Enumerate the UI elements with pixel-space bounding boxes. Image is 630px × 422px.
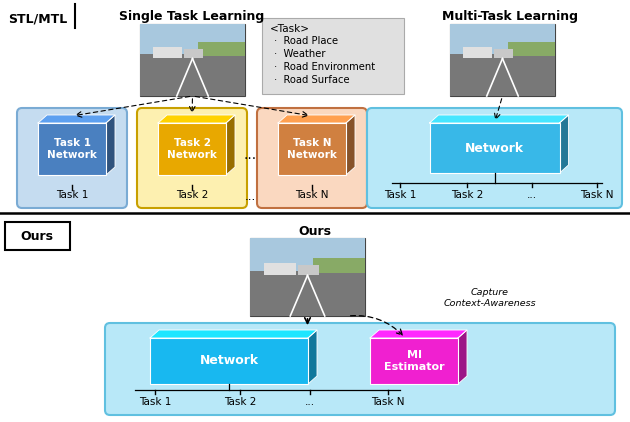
- FancyBboxPatch shape: [250, 238, 365, 271]
- Polygon shape: [458, 330, 467, 384]
- Text: Multi-Task Learning: Multi-Task Learning: [442, 10, 578, 23]
- Text: ...: ...: [244, 189, 256, 203]
- Text: Task N: Task N: [371, 397, 404, 407]
- FancyBboxPatch shape: [17, 108, 127, 208]
- Text: Task 1: Task 1: [56, 190, 88, 200]
- Text: ...: ...: [527, 190, 537, 200]
- Text: ·  Weather: · Weather: [274, 49, 326, 59]
- Text: Task 1: Task 1: [139, 397, 171, 407]
- Text: ...: ...: [305, 397, 315, 407]
- Text: Task 1: Task 1: [384, 190, 416, 200]
- FancyBboxPatch shape: [313, 257, 365, 273]
- FancyBboxPatch shape: [494, 49, 513, 58]
- FancyBboxPatch shape: [152, 47, 182, 58]
- Text: Task N: Task N: [580, 190, 614, 200]
- FancyBboxPatch shape: [105, 323, 615, 415]
- FancyBboxPatch shape: [158, 123, 226, 175]
- Text: Capture
Context-Awareness: Capture Context-Awareness: [444, 288, 536, 308]
- FancyBboxPatch shape: [450, 54, 555, 96]
- Polygon shape: [106, 115, 115, 175]
- Text: Task N
Network: Task N Network: [287, 138, 337, 160]
- Text: Task 2: Task 2: [176, 190, 208, 200]
- Text: ...: ...: [243, 148, 256, 162]
- FancyBboxPatch shape: [298, 265, 319, 275]
- FancyBboxPatch shape: [184, 49, 203, 58]
- Polygon shape: [370, 330, 467, 338]
- Text: Single Task Learning: Single Task Learning: [119, 10, 265, 23]
- Polygon shape: [38, 115, 115, 123]
- Text: ·  Road Place: · Road Place: [274, 36, 338, 46]
- Text: Task 1
Network: Task 1 Network: [47, 138, 97, 160]
- FancyBboxPatch shape: [430, 123, 559, 173]
- FancyBboxPatch shape: [370, 338, 458, 384]
- Text: Task 2
Network: Task 2 Network: [167, 138, 217, 160]
- FancyBboxPatch shape: [198, 42, 245, 57]
- Text: Task 2: Task 2: [451, 190, 483, 200]
- Polygon shape: [158, 115, 235, 123]
- FancyBboxPatch shape: [150, 338, 308, 384]
- FancyBboxPatch shape: [508, 42, 555, 57]
- Text: Ours: Ours: [299, 225, 331, 238]
- FancyBboxPatch shape: [450, 24, 555, 54]
- Polygon shape: [150, 330, 317, 338]
- FancyBboxPatch shape: [462, 47, 492, 58]
- FancyBboxPatch shape: [250, 238, 365, 316]
- FancyBboxPatch shape: [140, 24, 245, 54]
- Polygon shape: [308, 330, 317, 384]
- FancyBboxPatch shape: [257, 108, 367, 208]
- Text: Ours: Ours: [21, 230, 54, 243]
- FancyBboxPatch shape: [278, 123, 346, 175]
- Text: ·  Road Surface: · Road Surface: [274, 75, 350, 85]
- Text: Network: Network: [200, 354, 258, 368]
- FancyBboxPatch shape: [450, 24, 555, 96]
- FancyBboxPatch shape: [140, 24, 245, 96]
- FancyBboxPatch shape: [5, 222, 70, 250]
- FancyBboxPatch shape: [262, 18, 404, 94]
- Polygon shape: [226, 115, 235, 175]
- Text: STL/MTL: STL/MTL: [8, 13, 67, 26]
- FancyBboxPatch shape: [250, 271, 365, 316]
- Text: ·  Road Environment: · Road Environment: [274, 62, 375, 72]
- Text: Network: Network: [465, 141, 524, 154]
- Polygon shape: [559, 115, 568, 173]
- Text: MI
Estimator: MI Estimator: [384, 350, 444, 372]
- FancyBboxPatch shape: [137, 108, 247, 208]
- FancyBboxPatch shape: [38, 123, 106, 175]
- Polygon shape: [278, 115, 355, 123]
- Text: Task N: Task N: [295, 190, 329, 200]
- FancyBboxPatch shape: [140, 54, 245, 96]
- Text: Task 2: Task 2: [224, 397, 256, 407]
- FancyBboxPatch shape: [367, 108, 622, 208]
- Text: <Task>: <Task>: [270, 24, 310, 34]
- Polygon shape: [346, 115, 355, 175]
- FancyBboxPatch shape: [264, 263, 296, 275]
- Polygon shape: [430, 115, 568, 123]
